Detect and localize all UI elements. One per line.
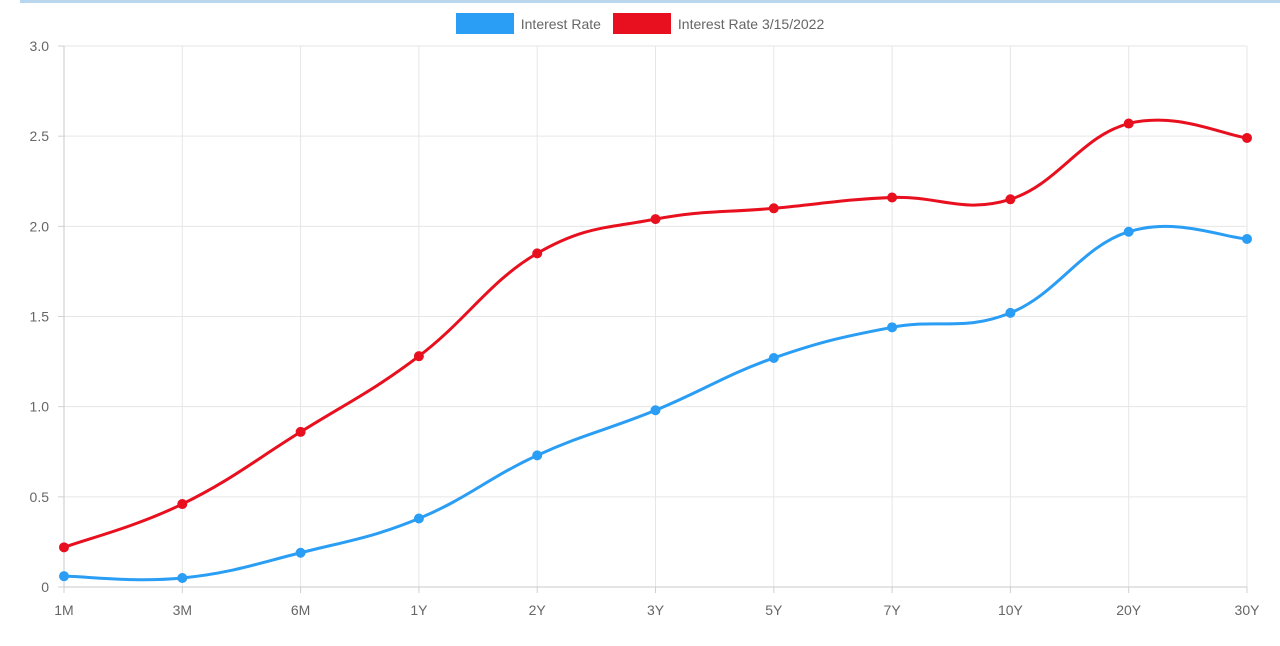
x-tick-label: 3M xyxy=(173,602,192,618)
data-point-series-2[interactable] xyxy=(59,542,69,553)
x-tick-label: 10Y xyxy=(998,602,1024,618)
x-tick-label: 6M xyxy=(291,602,310,618)
y-tick-label: 0.5 xyxy=(30,489,50,505)
data-point-series-2[interactable] xyxy=(1123,118,1134,129)
data-point-series-1[interactable] xyxy=(413,513,424,524)
x-tick-label: 2Y xyxy=(529,602,547,618)
x-tick-label: 30Y xyxy=(1235,602,1261,618)
x-axis-ticks: 1M 3M 6M 1Y 2Y 3Y 5Y 7Y 10Y 20Y 30Y xyxy=(54,587,1260,618)
data-point-series-1[interactable] xyxy=(295,547,306,558)
y-tick-label: 1.0 xyxy=(30,399,50,415)
data-point-series-2[interactable] xyxy=(650,214,661,225)
data-point-series-1[interactable] xyxy=(177,572,188,583)
y-tick-label: 2.0 xyxy=(30,218,50,234)
data-point-series-2[interactable] xyxy=(413,351,424,362)
x-tick-label: 1M xyxy=(54,602,73,618)
y-tick-label: 1.5 xyxy=(30,309,50,325)
legend-swatch-series-1 xyxy=(455,13,514,34)
data-point-series-1[interactable] xyxy=(768,352,779,363)
data-point-series-2[interactable] xyxy=(295,426,306,437)
x-tick-label: 5Y xyxy=(765,602,783,618)
y-tick-label: 3.0 xyxy=(30,38,50,54)
legend-item-series-1[interactable]: Interest Rate xyxy=(455,13,601,34)
data-point-series-1[interactable] xyxy=(650,405,661,416)
legend-item-series-2[interactable]: Interest Rate 3/15/2022 xyxy=(612,13,825,34)
x-tick-label: 3Y xyxy=(647,602,665,618)
data-point-series-2[interactable] xyxy=(532,248,543,259)
data-point-series-2[interactable] xyxy=(768,203,779,214)
x-tick-label: 7Y xyxy=(884,602,902,618)
y-axis-ticks: 0 0.5 1.0 1.5 2.0 2.5 3.0 xyxy=(30,38,64,595)
data-point-series-1[interactable] xyxy=(1005,307,1016,318)
x-tick-label: 20Y xyxy=(1116,602,1142,618)
legend-swatch-series-2 xyxy=(612,13,671,34)
data-point-series-2[interactable] xyxy=(177,499,188,510)
x-tick-label: 1Y xyxy=(410,602,428,618)
data-point-series-1[interactable] xyxy=(1123,226,1134,237)
data-point-series-2[interactable] xyxy=(1242,132,1252,143)
data-point-series-1[interactable] xyxy=(532,450,543,461)
chart-legend: Interest Rate Interest Rate 3/15/2022 xyxy=(0,13,1280,34)
data-point-series-1[interactable] xyxy=(59,571,69,582)
data-point-series-1[interactable] xyxy=(1242,233,1252,244)
y-tick-label: 2.5 xyxy=(30,128,50,144)
data-point-series-1[interactable] xyxy=(887,322,898,333)
legend-label-series-2: Interest Rate 3/15/2022 xyxy=(677,15,825,32)
y-tick-label: 0 xyxy=(41,579,49,595)
data-point-series-2[interactable] xyxy=(1005,194,1016,205)
grid-lines xyxy=(63,45,1248,588)
legend-label-series-1: Interest Rate xyxy=(520,15,601,32)
top-border xyxy=(20,0,1280,3)
series-points xyxy=(59,118,1252,583)
data-point-series-2[interactable] xyxy=(887,192,898,203)
